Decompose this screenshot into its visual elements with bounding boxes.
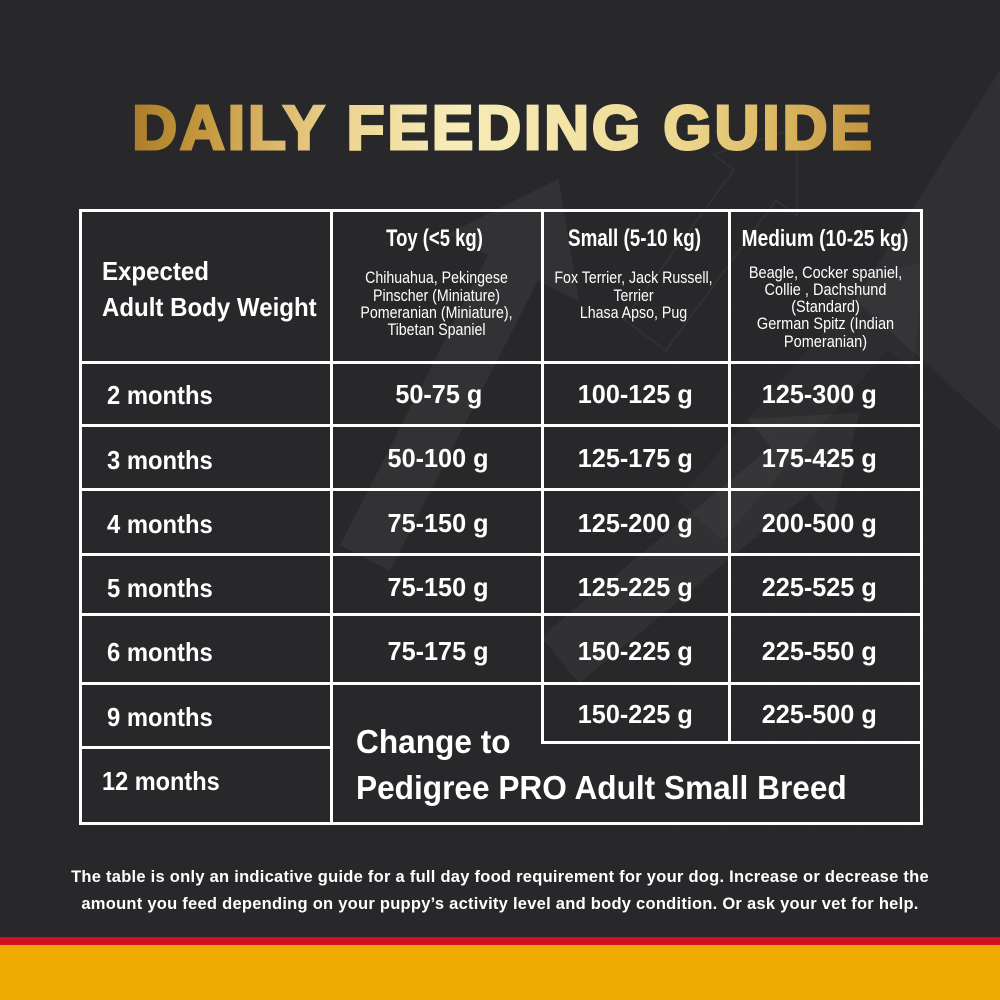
svg-text:DAILY FEEDING GUIDE: DAILY FEEDING GUIDE: [132, 94, 875, 163]
